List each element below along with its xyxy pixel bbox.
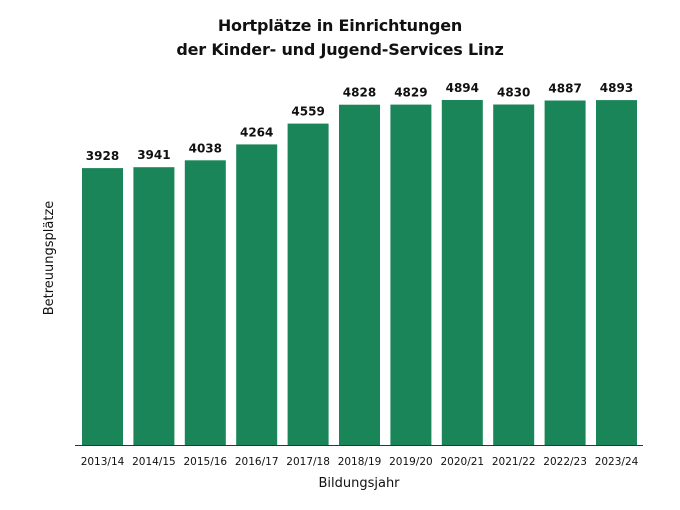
x-tick-label-2014-15: 2014/15 [132,456,176,468]
x-tick-label-2016-17: 2016/17 [235,456,279,468]
x-tick-label-2023-24: 2023/24 [595,456,639,468]
x-tick-label-2021-22: 2021/22 [492,456,536,468]
bar-2019-20 [390,104,432,445]
x-tick-labels: 2013/14 2014/15 2015/16 2016/17 2017/18 2018/… [81,456,639,468]
value-label-2014-15: 3941 [137,148,170,162]
bar-2018-19 [339,104,380,445]
bar-2020-21 [441,100,483,445]
chart-title-line-2: der Kinder- und Jugend-Services Linz [176,40,504,59]
bar-2017-18 [287,123,329,445]
bar-2022-23 [544,100,586,445]
value-label-2020-21: 4894 [446,81,479,95]
bar-2021-22 [493,104,535,445]
bar-2016-17 [236,144,278,445]
value-label-2023-24: 4893 [600,81,633,95]
value-label-2021-22: 4830 [497,86,530,100]
bars-layer [82,100,637,446]
value-label-2015-16: 4038 [189,141,222,155]
value-label-2017-18: 4559 [291,105,324,119]
value-labels-layer: 3928 3941 4038 4264 4559 4828 4829 4894 4830 4887… [86,81,633,163]
value-label-2013-14: 3928 [86,149,119,163]
bar-2014-15 [133,167,175,445]
x-tick-label-2020-21: 2020/21 [440,456,484,468]
x-axis-label: Bildungsjahr [318,476,400,491]
x-tick-label-2018-19: 2018/19 [338,456,382,468]
chart-title-line-1: Hortplätze in Einrichtungen [217,16,463,35]
value-label-2022-23: 4887 [548,82,581,96]
bar-2015-16 [184,160,226,446]
x-tick-label-2013-14: 2013/14 [81,456,125,468]
bar-2023-24 [596,100,637,445]
x-tick-label-2015-16: 2015/16 [183,456,227,468]
x-tick-label-2022-23: 2022/23 [543,456,587,468]
x-tick-label-2019-20: 2019/20 [389,456,433,468]
bar-2013-14 [82,168,123,445]
x-tick-label-2017-18: 2017/18 [286,456,330,468]
value-label-2016-17: 4264 [240,125,273,139]
y-axis-label: Betreuungsplätze [42,201,57,316]
value-label-2019-20: 4829 [394,86,427,100]
value-label-2018-19: 4828 [343,86,376,100]
